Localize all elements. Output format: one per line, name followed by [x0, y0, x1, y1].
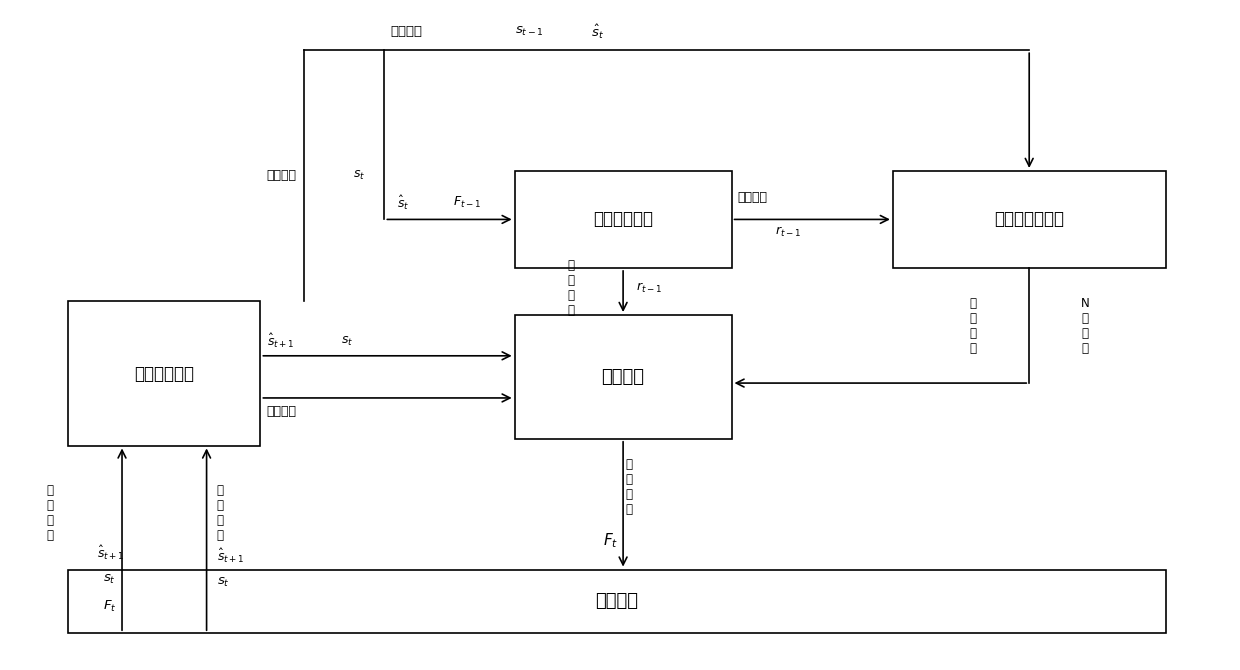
Text: $F_t$: $F_t$ [603, 532, 619, 550]
Text: $s_t$: $s_t$ [103, 573, 117, 586]
Text: $r_{t-1}$: $r_{t-1}$ [635, 281, 662, 295]
Text: 学习阶段: 学习阶段 [738, 192, 768, 204]
Text: 学习阶段: 学习阶段 [267, 170, 296, 182]
Text: 学习阶段: 学习阶段 [391, 25, 423, 38]
Text: 经验数据缓冲区: 经验数据缓冲区 [994, 210, 1064, 228]
Bar [893, 171, 1166, 268]
Text: $F_t$: $F_t$ [103, 599, 117, 614]
Text: $\hat{s}_t$: $\hat{s}_t$ [583, 22, 604, 41]
Text: $\hat{s}_{t+1}$: $\hat{s}_{t+1}$ [267, 332, 294, 350]
Bar [68, 302, 260, 446]
Text: 学
习
阶
段: 学 习 阶 段 [47, 484, 53, 541]
Bar [68, 570, 1166, 633]
Text: 决策模块: 决策模块 [601, 368, 645, 386]
Text: 学
习
阶
段: 学 习 阶 段 [568, 259, 574, 317]
Text: $\hat{s}_{t+1}$: $\hat{s}_{t+1}$ [97, 543, 125, 562]
Text: 应用阶段: 应用阶段 [267, 405, 296, 418]
Bar [515, 315, 732, 439]
Text: $s_{t-1}$: $s_{t-1}$ [515, 25, 543, 38]
Text: $\hat{s}_t$: $\hat{s}_t$ [397, 194, 409, 212]
Text: $r_{t-1}$: $r_{t-1}$ [775, 224, 801, 239]
Text: 应
用
阶
段: 应 用 阶 段 [217, 484, 223, 541]
Text: $s_t$: $s_t$ [353, 170, 366, 182]
Text: 通讯模块: 通讯模块 [595, 592, 639, 610]
Text: $s_t$: $s_t$ [217, 576, 229, 590]
Text: $\hat{s}_{t+1}$: $\hat{s}_{t+1}$ [217, 547, 244, 565]
Text: N
个
经
验: N 个 经 验 [1080, 297, 1090, 354]
Text: 学
习
阶
段: 学 习 阶 段 [970, 297, 977, 354]
Text: 应
用
阶
段: 应 用 阶 段 [626, 458, 632, 517]
Text: 奖励计算模块: 奖励计算模块 [593, 210, 653, 228]
Text: 数据采集模块: 数据采集模块 [134, 364, 195, 383]
Bar [515, 171, 732, 268]
Text: $F_{t-1}$: $F_{t-1}$ [453, 195, 481, 210]
Text: $s_t$: $s_t$ [341, 334, 353, 348]
